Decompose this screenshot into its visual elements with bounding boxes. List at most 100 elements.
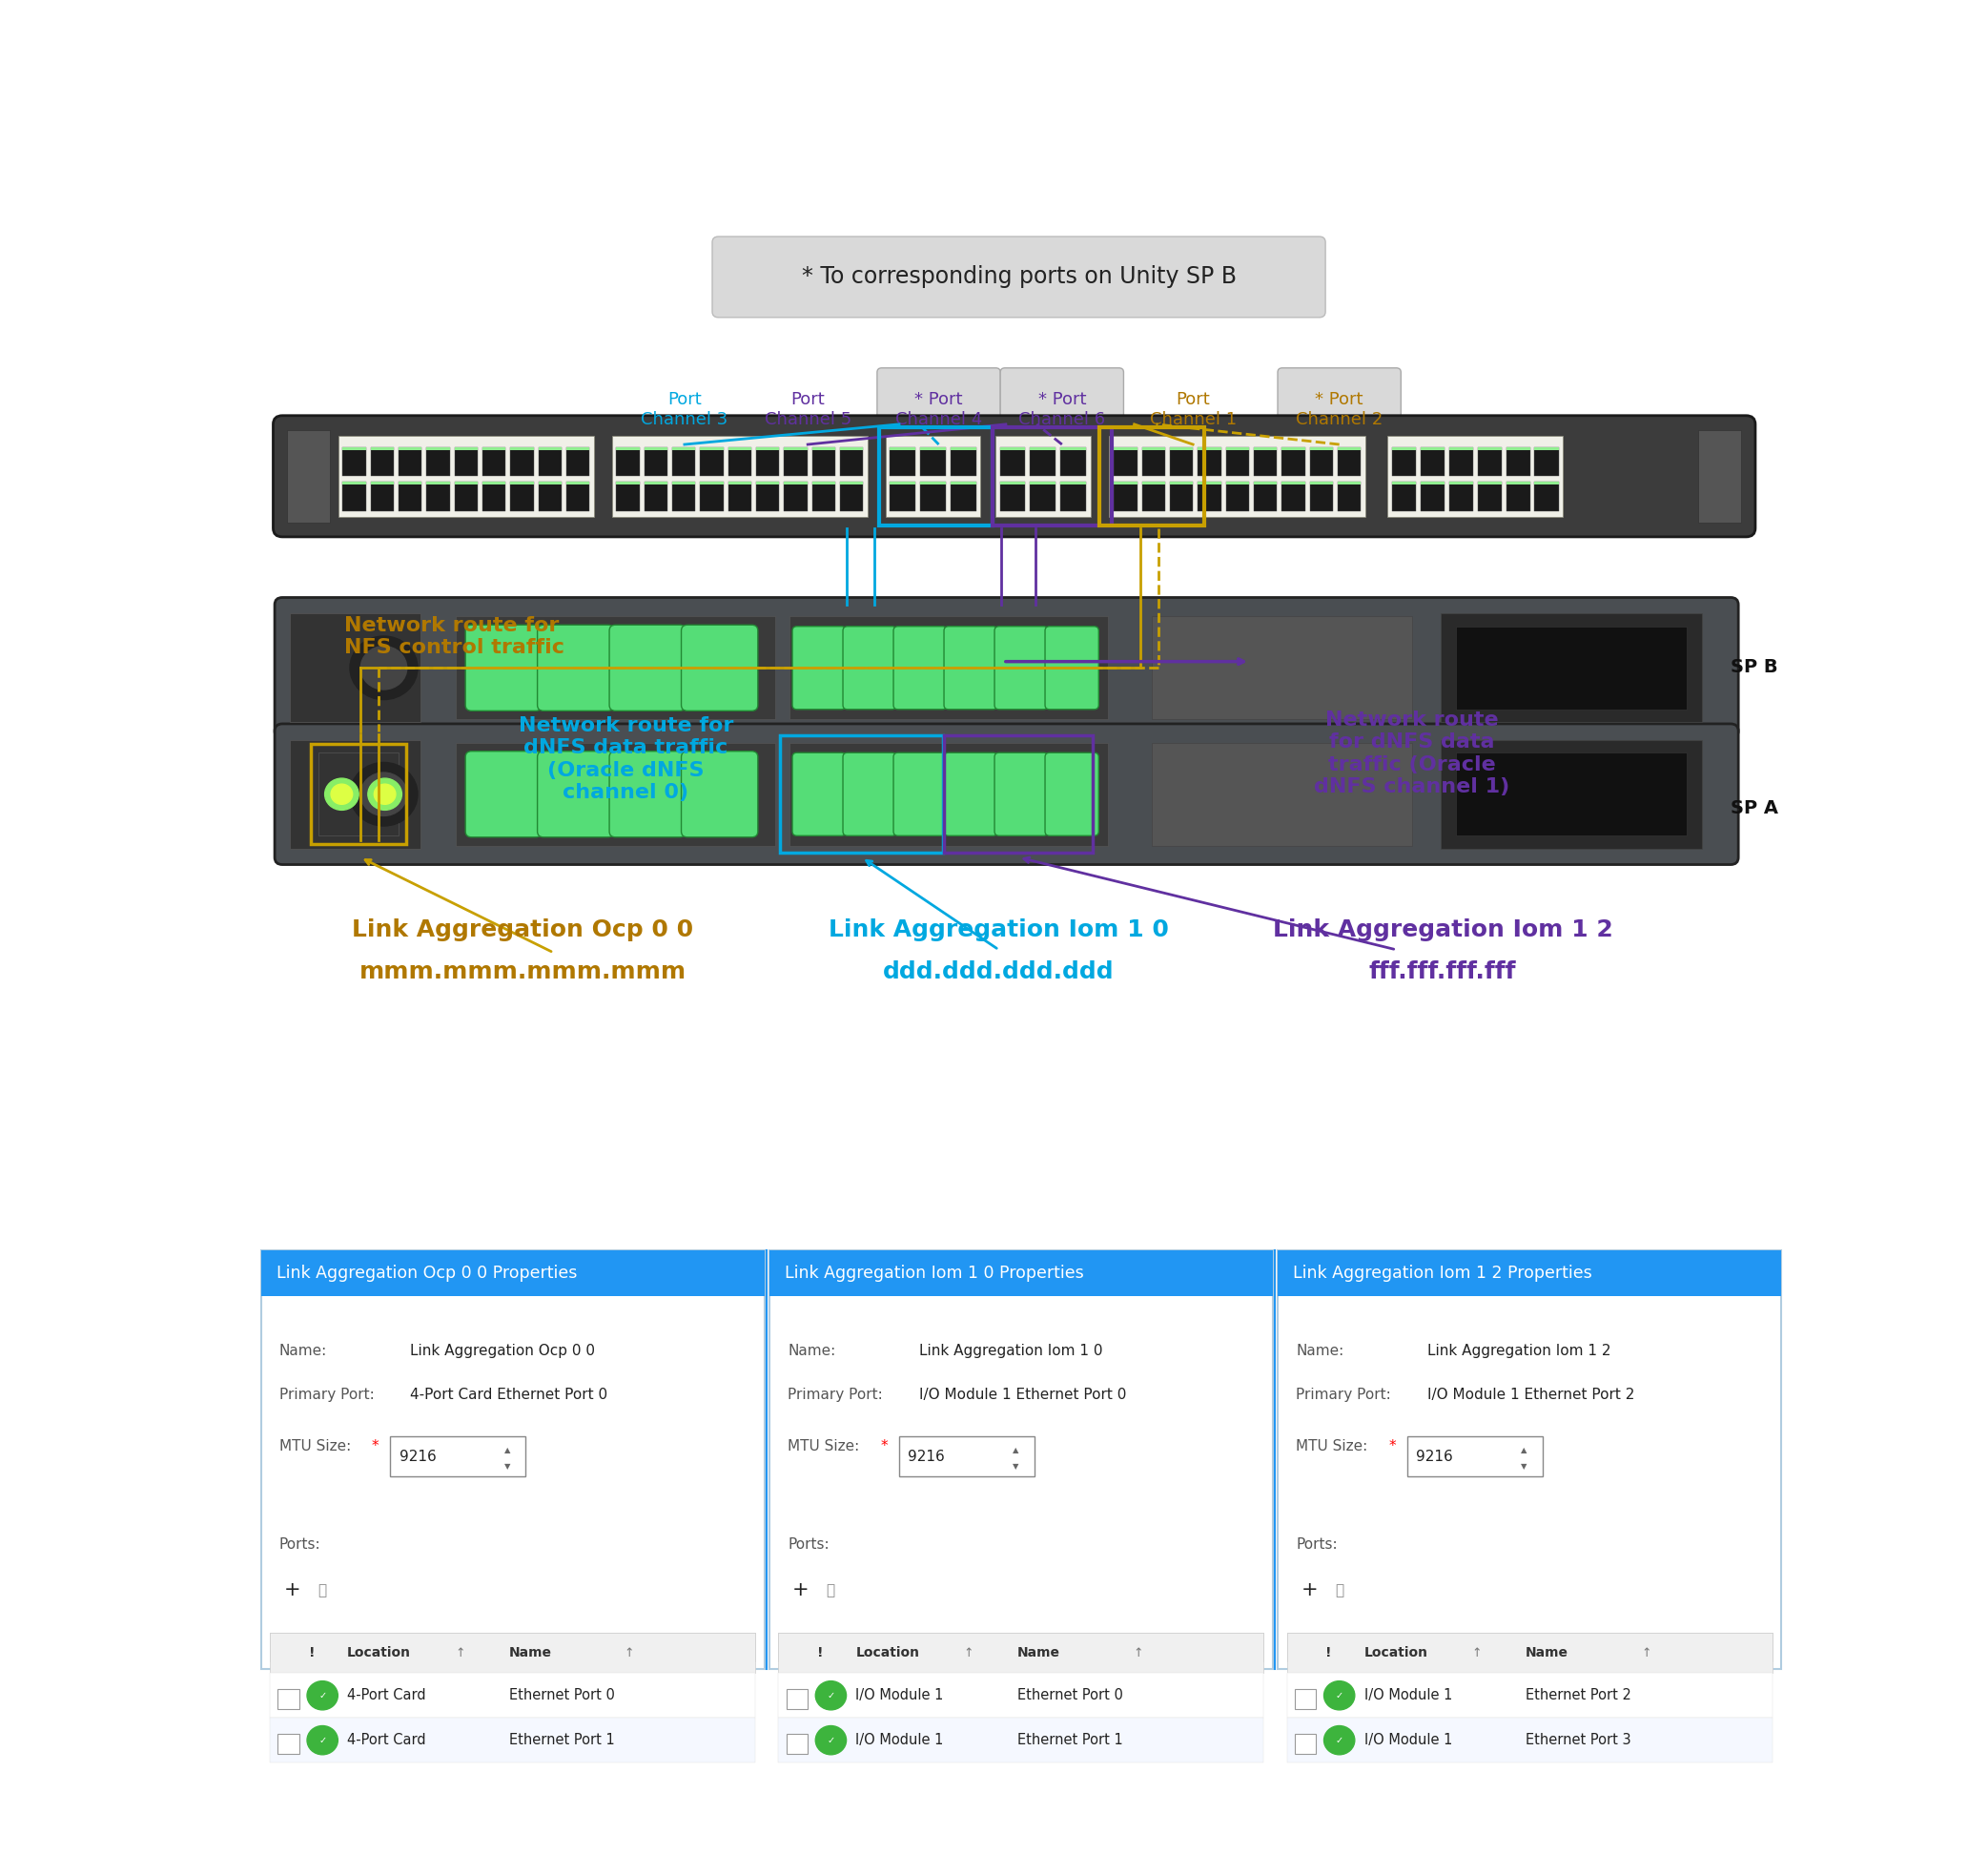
Bar [879,428,992,525]
Bar [1282,482,1304,486]
Circle shape [350,763,417,827]
Bar [260,1251,765,1296]
Bar [1421,482,1445,510]
Bar [1030,482,1056,486]
Text: Ethernet Port 2: Ethernet Port 2 [1525,1688,1632,1702]
Circle shape [306,1682,338,1710]
Bar [455,448,477,476]
Bar [1535,448,1559,450]
Text: ⛌: ⛌ [318,1584,326,1597]
Text: Location: Location [348,1646,412,1659]
Bar [427,482,449,510]
Bar [1282,482,1304,510]
Text: ↑: ↑ [964,1646,974,1659]
Bar [616,482,640,510]
Bar [1535,448,1559,476]
Bar [779,1633,1264,1672]
FancyBboxPatch shape [1046,626,1099,709]
Text: MTU Size:: MTU Size: [787,1440,859,1453]
Bar [789,617,1107,720]
Bar [511,448,533,450]
Bar [1421,482,1445,486]
Bar [1141,448,1165,450]
Bar [1392,482,1415,486]
Text: Link Aggregation Ocp 0 0 Properties: Link Aggregation Ocp 0 0 Properties [276,1264,577,1282]
Bar [1000,482,1026,510]
Circle shape [330,784,352,804]
Text: Name:: Name: [1296,1344,1344,1357]
Text: Link Aggregation Iom 1 2: Link Aggregation Iom 1 2 [1427,1344,1610,1357]
Bar [398,482,421,510]
Bar [1449,482,1473,510]
Bar [1449,448,1473,450]
Bar [539,448,561,450]
Bar [1254,482,1276,510]
Bar [612,435,869,518]
Circle shape [1324,1725,1354,1755]
Bar [789,742,1107,846]
Bar [342,448,366,450]
Bar [483,482,505,486]
Text: Ethernet Port 1: Ethernet Port 1 [1018,1732,1123,1748]
Bar [1151,742,1411,846]
Bar [950,448,976,450]
Bar [783,448,807,476]
Bar [1421,448,1445,450]
Text: Name:: Name: [278,1344,328,1357]
Circle shape [815,1725,847,1755]
Bar [1199,448,1221,476]
Bar [1457,752,1686,836]
Bar [616,448,640,476]
Bar [785,1689,807,1710]
Bar [390,1436,525,1478]
Bar [1408,1436,1543,1478]
Bar [779,1718,1264,1762]
Bar [811,448,835,450]
FancyBboxPatch shape [1046,752,1099,836]
Bar [1227,482,1248,486]
Bar [783,448,807,450]
Text: ✓: ✓ [1336,1736,1344,1746]
Bar [310,744,406,844]
Bar [1507,482,1531,510]
FancyBboxPatch shape [610,624,686,711]
Bar [1392,448,1415,476]
Bar [700,482,724,510]
Bar [1338,482,1362,486]
Text: * Port
Channel 2: * Port Channel 2 [1296,392,1384,428]
Bar [1507,448,1531,476]
Bar [539,482,561,510]
Text: Name: Name [509,1646,553,1659]
Text: Link Aggregation Iom 1 0 Properties: Link Aggregation Iom 1 0 Properties [785,1264,1083,1282]
Bar [728,482,751,486]
Text: Network route
for dNFS data
traffic (Oracle
dNFS channel 1): Network route for dNFS data traffic (Ora… [1314,711,1509,797]
Text: Location: Location [1364,1646,1427,1659]
Bar [1477,448,1501,476]
Circle shape [350,636,417,699]
Bar [1141,448,1165,476]
Text: Link Aggregation Ocp 0 0: Link Aggregation Ocp 0 0 [352,919,694,941]
FancyBboxPatch shape [793,752,847,836]
Bar [1294,1689,1316,1710]
Text: ↑: ↑ [1642,1646,1652,1659]
Bar [342,482,366,486]
Bar [1030,448,1056,476]
Bar [1113,448,1137,450]
Bar [1099,428,1205,525]
Bar [1294,1734,1316,1753]
FancyBboxPatch shape [893,626,946,709]
Bar [511,482,533,486]
FancyBboxPatch shape [944,752,998,836]
Text: !: ! [817,1646,823,1659]
Bar [1169,482,1193,486]
FancyBboxPatch shape [994,626,1048,709]
Text: ddd.ddd.ddd.ddd: ddd.ddd.ddd.ddd [883,960,1115,982]
Bar [811,448,835,476]
Text: ⛌: ⛌ [1334,1584,1344,1597]
Text: Link Aggregation Iom 1 2: Link Aggregation Iom 1 2 [1272,919,1612,941]
Bar [1477,448,1501,450]
Bar [891,482,916,510]
Bar [1254,448,1276,450]
Bar [290,741,419,849]
FancyBboxPatch shape [274,598,1738,739]
